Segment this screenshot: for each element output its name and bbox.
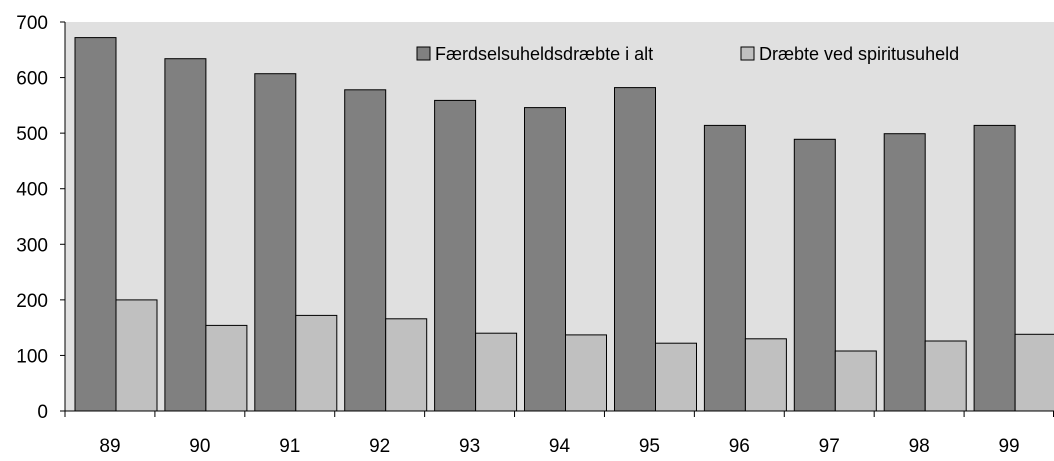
bars-group bbox=[74, 37, 1054, 412]
y-tick-label: 500 bbox=[16, 124, 48, 145]
bar-alcohol-93 bbox=[475, 332, 518, 412]
legend-label-total: Færdselsuheldsdræbte i alt bbox=[435, 44, 653, 64]
x-tick-label-89: 89 bbox=[99, 436, 120, 457]
bar-total-91 bbox=[254, 73, 297, 412]
x-tick-label-96: 96 bbox=[729, 436, 750, 457]
legend: Færdselsuheldsdræbte i alt Dræbte ved spi… bbox=[416, 44, 959, 64]
y-tick-label: 100 bbox=[16, 346, 48, 367]
y-tick-label: 400 bbox=[16, 180, 48, 201]
bar-total-99 bbox=[973, 124, 1016, 412]
bar-total-95 bbox=[614, 87, 656, 412]
y-tick-label: 600 bbox=[16, 69, 48, 90]
bar-alcohol-96 bbox=[744, 338, 787, 412]
y-tick-label: 200 bbox=[16, 291, 48, 312]
y-tick-label: 0 bbox=[37, 402, 48, 423]
bar-alcohol-98 bbox=[924, 340, 967, 412]
x-tick-label-94: 94 bbox=[549, 436, 571, 457]
x-tick-label-91: 91 bbox=[279, 436, 300, 457]
x-tick-label-97: 97 bbox=[819, 436, 840, 457]
legend-label-alcohol: Dræbte ved spiritusuheld bbox=[759, 44, 959, 64]
legend-swatch-alcohol bbox=[740, 46, 755, 61]
y-tick-label: 700 bbox=[16, 13, 48, 34]
bar-total-96 bbox=[703, 124, 746, 412]
bar-alcohol-92 bbox=[385, 318, 428, 412]
bar-alcohol-90 bbox=[205, 324, 248, 412]
x-tick-label-92: 92 bbox=[369, 436, 390, 457]
bar-alcohol-89 bbox=[115, 299, 158, 412]
x-tick-label-99: 99 bbox=[998, 436, 1019, 457]
bar-alcohol-91 bbox=[295, 314, 338, 412]
bar-total-90 bbox=[164, 58, 207, 412]
bar-alcohol-99 bbox=[1014, 333, 1054, 412]
axes-group: 0 100 200 300 400 500 600 700 89 90 91 92 93 94 95 96 97… bbox=[16, 13, 1054, 457]
x-tick-label-90: 90 bbox=[189, 436, 210, 457]
bar-total-94 bbox=[524, 107, 566, 412]
bar-total-93 bbox=[434, 99, 477, 412]
bar-total-97 bbox=[793, 138, 836, 412]
x-tick-label-95: 95 bbox=[639, 436, 660, 457]
y-tick-label: 300 bbox=[16, 235, 48, 256]
bar-alcohol-95 bbox=[655, 342, 697, 412]
legend-swatch-total bbox=[416, 46, 431, 61]
bar-total-89 bbox=[74, 37, 117, 412]
x-tick-label-93: 93 bbox=[459, 436, 480, 457]
x-tick-label-98: 98 bbox=[909, 436, 930, 457]
bar-alcohol-94 bbox=[565, 334, 607, 412]
bar-alcohol-97 bbox=[834, 350, 877, 412]
bar-total-98 bbox=[883, 133, 926, 412]
bar-total-92 bbox=[344, 89, 387, 412]
